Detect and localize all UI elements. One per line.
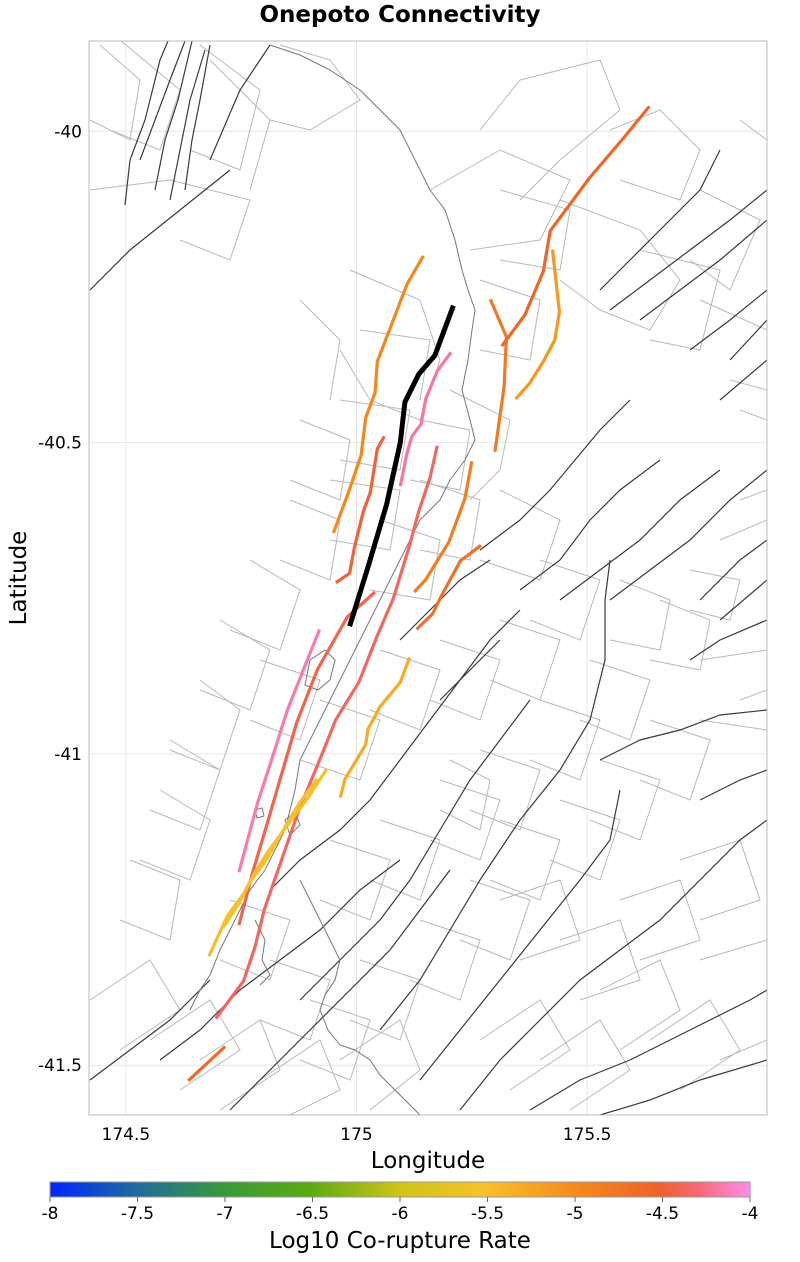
colorbar-tick-label: -5.5	[471, 1204, 504, 1224]
colorbar-tick-label: -6.5	[296, 1204, 329, 1224]
rupture-trace-rupture-g	[415, 544, 482, 631]
y-axis-ticks: -40 -40.5 -41 -41.5	[38, 122, 82, 1076]
grid-lines	[89, 41, 767, 1115]
x-tick-label: 175.5	[563, 1125, 612, 1145]
background-fault-traces	[89, 41, 767, 1115]
y-tick-label: -41	[54, 745, 82, 765]
rupture-trace-rupture-f	[237, 628, 322, 873]
y-tick-label: -41.5	[38, 1056, 82, 1076]
colorbar-tick-label: -8	[42, 1204, 59, 1224]
chart-title: Onepoto Connectivity	[260, 2, 541, 28]
colorbar	[49, 1181, 751, 1198]
rupture-trace-rupture-o	[187, 1045, 227, 1082]
onepoto-fault-trace	[347, 304, 456, 628]
rupture-trace-rupture-c	[237, 590, 377, 926]
onepoto-fault-highlight	[347, 304, 456, 628]
y-axis-label: Latitude	[6, 531, 32, 626]
rupture-trace-rupture-k	[514, 249, 562, 401]
rupture-trace-rupture-i	[413, 461, 474, 594]
rupture-trace-rupture-a	[331, 254, 425, 534]
rupture-trace-rupture-n	[221, 777, 319, 930]
plot-frame	[88, 40, 768, 1116]
x-axis-label: Longitude	[371, 1148, 485, 1174]
colorbar-tick-label: -6	[392, 1204, 409, 1224]
rupture-trace-rupture-m	[207, 768, 328, 957]
rupture-trace-rupture-j	[500, 105, 651, 348]
rupture-traces	[187, 105, 651, 1082]
colorbar-tick-label: -7	[217, 1204, 234, 1224]
rupture-trace-rupture-d	[214, 445, 439, 1020]
colorbar-tick-label: -4.5	[646, 1204, 679, 1224]
coastline	[189, 44, 476, 1115]
rupture-trace-rupture-l	[338, 656, 412, 798]
colorbar-tick-label: -5	[567, 1204, 584, 1224]
y-tick-label: -40.5	[38, 434, 82, 454]
colorbar-ticks: -8 -7.5 -7 -6.5 -6 -5.5 -5 -4.5 -4	[42, 1197, 759, 1224]
colorbar-tick-label: -4	[742, 1204, 759, 1224]
y-tick-label: -40	[54, 122, 82, 142]
x-axis-ticks: 174.5 175 175.5	[102, 1125, 612, 1145]
rupture-trace-rupture-h	[488, 298, 508, 453]
x-tick-label: 174.5	[102, 1125, 151, 1145]
x-tick-label: 175	[340, 1125, 372, 1145]
rupture-trace-rupture-e	[398, 351, 453, 487]
colorbar-tick-label: -7.5	[121, 1204, 154, 1224]
colorbar-label: Log10 Co-rupture Rate	[269, 1228, 531, 1254]
rupture-trace-rupture-b	[334, 435, 386, 585]
